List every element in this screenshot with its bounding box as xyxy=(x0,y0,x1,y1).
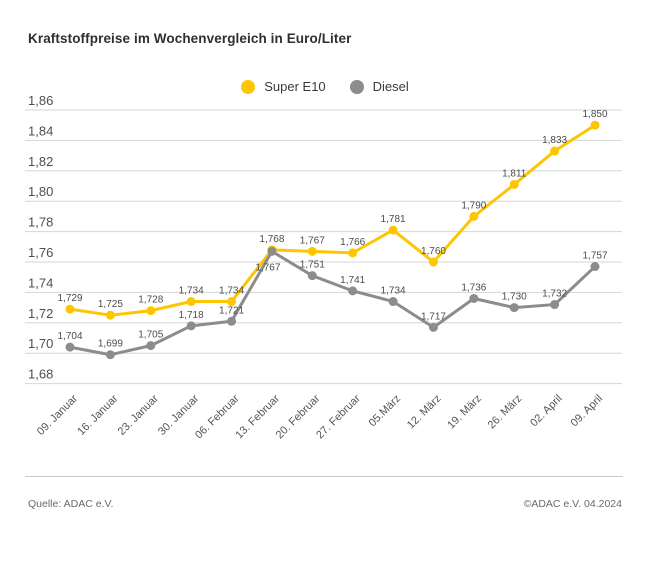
data-point-super-e10 xyxy=(388,225,398,235)
data-point-super-e10 xyxy=(509,179,519,189)
x-tick-label: 02. April xyxy=(528,393,565,430)
data-point-diesel xyxy=(146,341,156,351)
x-tick-label: 16. Januar xyxy=(75,392,120,437)
data-point-super-e10 xyxy=(146,306,156,316)
data-point-label-diesel: 1,717 xyxy=(421,311,446,322)
data-point-super-e10 xyxy=(186,297,196,307)
data-point-diesel xyxy=(469,293,479,303)
y-tick-label: 1,80 xyxy=(28,184,53,199)
data-point-diesel xyxy=(105,350,115,360)
y-tick-label: 1,82 xyxy=(28,154,53,169)
data-point-diesel xyxy=(590,262,600,272)
data-point-label-diesel: 1,767 xyxy=(255,262,280,273)
legend-item-super-e10: Super E10 xyxy=(241,79,326,94)
data-point-label-diesel: 1,734 xyxy=(381,286,406,297)
x-tick-label: 09. Januar xyxy=(35,392,80,437)
diesel-dot-icon xyxy=(349,79,364,94)
x-tick-label: 26. März xyxy=(486,393,525,432)
data-point-super-e10 xyxy=(307,246,317,256)
x-tick-label: 12. März xyxy=(405,393,444,432)
data-point-diesel xyxy=(509,303,519,313)
data-point-label-diesel: 1,699 xyxy=(98,339,123,350)
legend-label-diesel: Diesel xyxy=(372,79,409,94)
data-point-label-super-e10: 1,728 xyxy=(138,295,163,306)
y-tick-label: 1,70 xyxy=(28,336,53,351)
data-point-label-super-e10: 1,734 xyxy=(219,286,244,297)
data-point-label-super-e10: 1,790 xyxy=(461,200,486,211)
data-point-diesel xyxy=(267,246,277,256)
super-e10-dot-icon xyxy=(241,79,256,94)
series-line-super-e10 xyxy=(68,123,597,317)
data-point-label-super-e10: 1,833 xyxy=(542,135,567,146)
x-tick-label: 19. März xyxy=(445,393,484,432)
data-point-diesel xyxy=(227,316,237,326)
data-point-label-super-e10: 1,850 xyxy=(582,109,607,120)
data-point-label-diesel: 1,736 xyxy=(461,282,486,293)
data-point-label-super-e10: 1,811 xyxy=(502,168,527,179)
legend-label-super-e10: Super E10 xyxy=(264,79,326,94)
data-point-label-super-e10: 1,734 xyxy=(179,286,204,297)
data-point-diesel xyxy=(186,321,196,331)
data-point-super-e10 xyxy=(227,297,237,307)
data-point-label-diesel: 1,705 xyxy=(138,330,163,341)
data-point-diesel xyxy=(348,286,358,296)
y-tick-label: 1,72 xyxy=(28,306,53,321)
y-tick-label: 1,76 xyxy=(28,245,53,260)
y-tick-label: 1,78 xyxy=(28,215,53,230)
data-point-super-e10 xyxy=(469,211,479,221)
data-point-label-super-e10: 1,767 xyxy=(300,235,325,246)
data-point-super-e10 xyxy=(428,257,438,267)
data-point-super-e10 xyxy=(550,146,560,156)
data-point-label-diesel: 1,741 xyxy=(340,275,365,286)
page-title: Kraftstoffpreise im Wochenvergleich in E… xyxy=(28,31,352,46)
data-point-label-diesel: 1,751 xyxy=(300,260,325,271)
data-point-diesel xyxy=(428,322,438,332)
data-point-super-e10 xyxy=(590,120,600,130)
y-tick-label: 1,68 xyxy=(28,367,53,382)
data-point-super-e10 xyxy=(348,248,358,258)
data-point-label-super-e10: 1,725 xyxy=(98,299,123,310)
footer-divider xyxy=(25,476,623,477)
series-line-diesel xyxy=(68,249,597,357)
data-point-label-super-e10: 1,781 xyxy=(381,214,406,225)
data-point-label-diesel: 1,721 xyxy=(219,305,244,316)
data-point-label-diesel: 1,730 xyxy=(502,292,527,303)
chart-legend: Super E10 Diesel xyxy=(0,79,650,94)
copyright-text: ©ADAC e.V. 04.2024 xyxy=(523,498,622,510)
data-point-label-super-e10: 1,760 xyxy=(421,246,446,257)
data-point-diesel xyxy=(307,271,317,281)
source-text: Quelle: ADAC e.V. xyxy=(28,498,114,510)
x-tick-label: 09. April xyxy=(569,393,606,430)
data-point-label-super-e10: 1,729 xyxy=(57,293,82,304)
data-point-super-e10 xyxy=(65,304,75,314)
legend-item-diesel: Diesel xyxy=(349,79,409,94)
y-tick-label: 1,86 xyxy=(28,93,53,108)
data-point-label-diesel: 1,732 xyxy=(542,289,567,300)
data-point-label-diesel: 1,718 xyxy=(179,310,204,321)
y-tick-label: 1,74 xyxy=(28,275,53,290)
data-point-diesel xyxy=(550,300,560,310)
data-point-super-e10 xyxy=(105,310,115,320)
y-tick-label: 1,84 xyxy=(28,123,53,138)
data-point-label-diesel: 1,704 xyxy=(57,331,82,342)
data-point-label-super-e10: 1,768 xyxy=(259,234,284,245)
data-point-label-diesel: 1,757 xyxy=(582,251,607,262)
x-tick-label: 05.März xyxy=(367,393,404,430)
data-point-diesel xyxy=(388,297,398,307)
x-tick-label: 23. Januar xyxy=(116,392,161,437)
x-tick-label: 27. Februar xyxy=(314,392,363,441)
data-point-label-super-e10: 1,766 xyxy=(340,237,365,248)
data-point-diesel xyxy=(65,342,75,352)
